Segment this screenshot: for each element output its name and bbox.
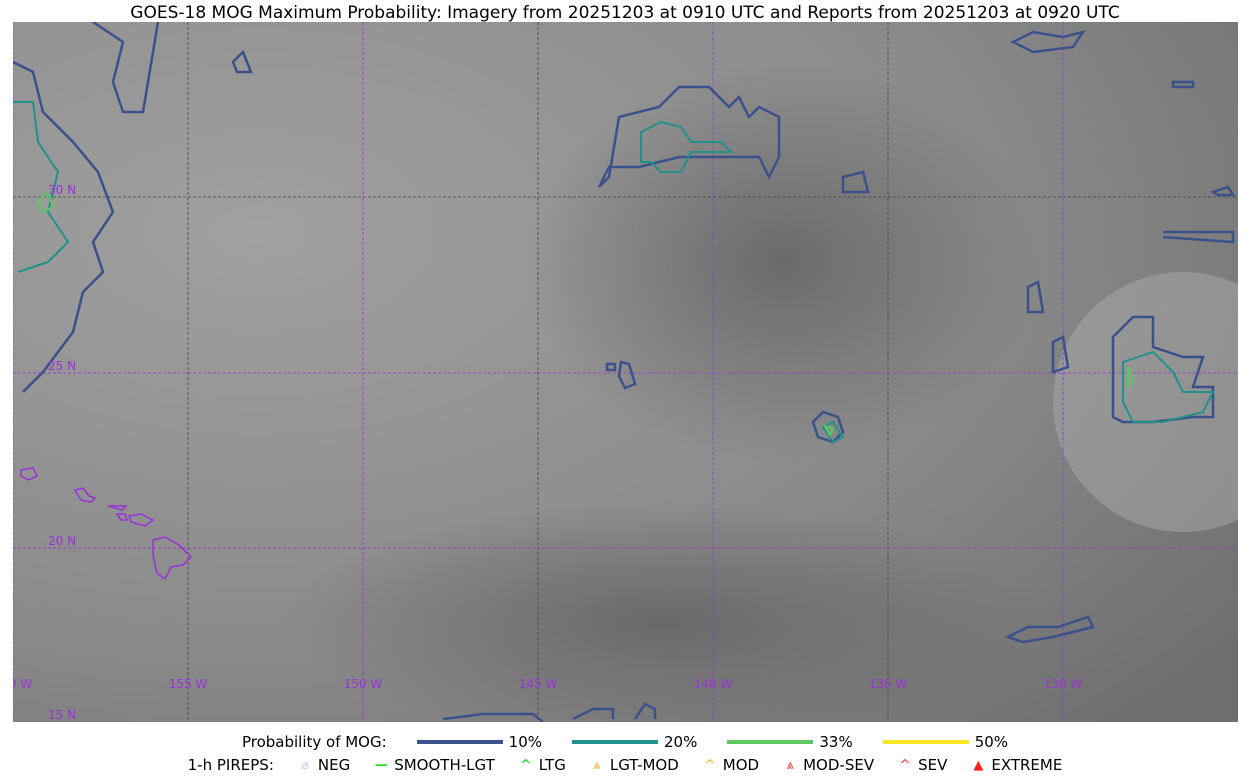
longitude-label: 135 W xyxy=(869,677,908,691)
probability-swatch xyxy=(572,740,659,744)
contour-20pct xyxy=(13,101,1215,444)
pirep-label: SEV xyxy=(918,756,948,774)
longitude-label: 130 W xyxy=(1044,677,1083,691)
double-caret-icon: ^ xyxy=(899,757,911,773)
probability-label: 33% xyxy=(819,733,853,751)
longitude-label: 150 W xyxy=(344,677,383,691)
contour-10pct xyxy=(13,22,1236,722)
pirep-label: EXTREME xyxy=(991,756,1063,774)
pirep-legend: 1-h PIREPS: ⌀ NEG — SMOOTH-LGT ^ LTG ⩓ LGT-MOD ^… xyxy=(0,756,1250,774)
longitude-label: 140 W xyxy=(694,677,733,691)
dark-vortex xyxy=(523,62,1043,462)
caret-icon: ^ xyxy=(520,757,532,773)
map-title: GOES-18 MOG Maximum Probability: Imagery… xyxy=(130,3,1120,23)
longitude-label: 145 W xyxy=(519,677,558,691)
pirep-label: LGT-MOD xyxy=(609,756,679,774)
caret-bar-icon: ⩓ xyxy=(593,757,601,773)
probability-label: 20% xyxy=(664,733,698,751)
bright-region xyxy=(1053,272,1238,532)
probability-legend-title: Probability of MOG: xyxy=(241,733,387,751)
satellite-map: 160 W 155 W 150 W 145 W 140 W 135 W 130 W 30 N 2… xyxy=(13,22,1238,722)
probability-swatch xyxy=(416,740,503,744)
probability-legend: Probability of MOG: 10% 20% 33% 50% xyxy=(0,733,1250,751)
caret-icon: ^ xyxy=(704,757,716,773)
contour-33pct xyxy=(36,190,1135,438)
grid-labels: 160 W 155 W 150 W 145 W 140 W 135 W 130 W 30 N 2… xyxy=(13,183,1082,722)
probability-label: 10% xyxy=(508,733,543,751)
neg-circle-icon: ⌀ xyxy=(300,757,309,773)
pirep-label: SMOOTH-LGT xyxy=(394,756,495,774)
latitude-label: 15 N xyxy=(48,708,76,722)
coastlines xyxy=(20,467,193,581)
pirep-legend-title: 1-h PIREPS: xyxy=(187,756,274,774)
pirep-label: MOD-SEV xyxy=(803,756,875,774)
probability-swatch xyxy=(882,740,969,744)
pirep-label: NEG xyxy=(317,756,351,774)
grid-lines xyxy=(13,22,1238,722)
latitude-label: 20 N xyxy=(48,534,76,548)
dark-region xyxy=(283,502,1043,722)
longitude-label: 160 W xyxy=(13,677,32,691)
pirep-label: MOD xyxy=(722,756,760,774)
line-icon: — xyxy=(374,757,388,773)
pirep-label: LTG xyxy=(538,756,566,774)
probability-swatch xyxy=(727,740,814,744)
latitude-label: 30 N xyxy=(48,183,76,197)
filled-triangle-icon: ▲ xyxy=(973,757,984,773)
latitude-label: 25 N xyxy=(48,359,76,373)
double-caret-bar-icon: ⩓ xyxy=(786,757,794,773)
longitude-label: 155 W xyxy=(169,677,208,691)
probability-label: 50% xyxy=(974,733,1009,751)
